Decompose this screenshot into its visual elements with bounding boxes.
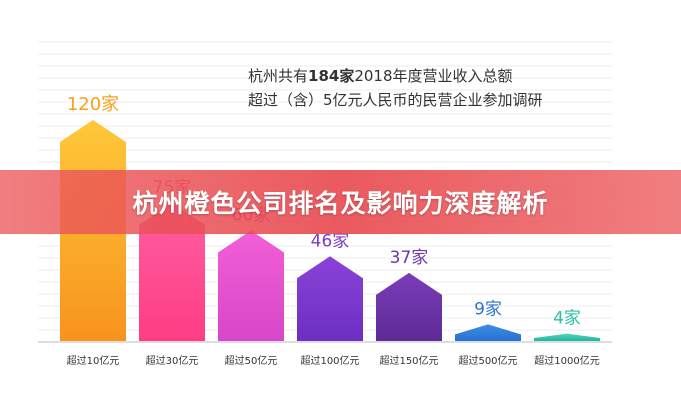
- annotation-line-1-prefix: 杭州共有: [248, 67, 309, 85]
- annotation-line-2: 超过（含）5亿元人民币的民营企业参加调研: [248, 91, 543, 109]
- bar-5: [376, 272, 442, 341]
- x-tick-label-3: 超过50亿元: [225, 354, 278, 367]
- x-tick-label-2: 超过30亿元: [146, 354, 199, 367]
- banner-title: 杭州橙色公司排名及影响力深度解析: [132, 189, 549, 218]
- x-tick-label-4: 超过100亿元: [300, 354, 359, 367]
- chart-annotation: 杭州共有184家2018年度营业收入总额 超过（含）5亿元人民币的民营企业参加调…: [248, 64, 543, 112]
- bar-4: [297, 256, 363, 341]
- data-label-4: 46家: [311, 231, 350, 251]
- x-tick-label-1: 超过10亿元: [67, 354, 120, 367]
- data-label-1: 120家: [67, 94, 119, 115]
- data-label-6: 9家: [474, 299, 502, 319]
- annotation-line-1: 杭州共有184家2018年度营业收入总额: [248, 64, 543, 88]
- x-tick-label-6: 超过500亿元: [458, 354, 517, 367]
- data-label-5: 37家: [390, 248, 429, 268]
- bar-2: [139, 202, 205, 341]
- x-tick-labels: 超过10亿元 超过30亿元 超过50亿元 超过100亿元 超过150亿元 超过500亿元 超…: [67, 354, 600, 367]
- title-banner: 杭州橙色公司排名及影响力深度解析: [0, 170, 681, 234]
- annotation-line-1-bold: 184家: [308, 67, 355, 85]
- data-label-7: 4家: [553, 309, 581, 329]
- bar-7: [534, 333, 600, 341]
- bar-3: [218, 230, 284, 341]
- annotation-line-1-suffix: 2018年度营业收入总额: [354, 67, 513, 85]
- x-tick-label-5: 超过150亿元: [379, 354, 438, 367]
- bar-6: [455, 324, 521, 341]
- x-tick-label-7: 超过1000亿元: [534, 354, 599, 367]
